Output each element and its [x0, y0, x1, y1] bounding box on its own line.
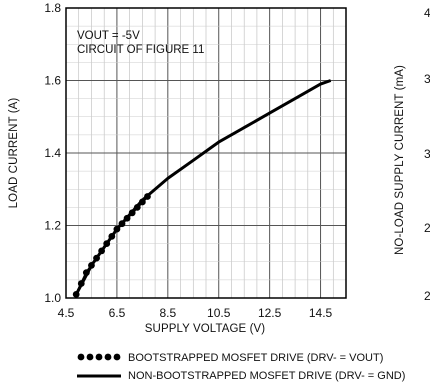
- legend-dot: [86, 353, 94, 361]
- y-tick-label: 1.0: [44, 291, 61, 305]
- right-chart-y-tick-label: 3.: [424, 72, 430, 86]
- legend-dot: [95, 353, 103, 361]
- right-chart-y-tick-label: 2: [424, 289, 430, 303]
- right-chart-y-tick-label: 2.: [424, 221, 430, 235]
- x-tick-label: 14.5: [309, 306, 333, 320]
- right-chart-tick-labels: 4. 3. 3. 2. 2: [424, 6, 430, 303]
- x-tick-label: 4.5: [58, 306, 75, 320]
- x-tick-label: 10.5: [207, 306, 231, 320]
- right-chart-y-tick-label: 3.: [424, 147, 430, 161]
- y-tick-label: 1.2: [44, 219, 61, 233]
- y-tick-label: 1.4: [44, 146, 61, 160]
- legend-solid-label: NON-BOOTSTRAPPED MOSFET DRIVE (DRV- = GN…: [128, 370, 405, 382]
- legend-dotted-label: BOOTSTRAPPED MOSFET DRIVE (DRV- = VOUT): [128, 352, 383, 364]
- plot-frame: [65, 7, 347, 299]
- grid-lines: [66, 8, 346, 298]
- y-axis-title: LOAD CURRENT (A): [8, 98, 20, 209]
- y-tick-labels: 1.0 1.2 1.4 1.6 1.8: [44, 1, 61, 305]
- legend-dotted-swatch: [77, 353, 121, 361]
- curve-annotation: VOUT = -5V CIRCUIT OF FIGURE 11: [77, 30, 204, 56]
- series-line-non-bootstrapped: [74, 79, 332, 296]
- legend-dot: [113, 353, 121, 361]
- legend: BOOTSTRAPPED MOSFET DRIVE (DRV- = VOUT) …: [77, 352, 405, 382]
- series-group: [72, 79, 332, 298]
- x-tick-label: 6.5: [109, 306, 126, 320]
- y-tick-label: 1.6: [44, 74, 61, 88]
- legend-dot: [104, 353, 112, 361]
- x-axis-title: SUPPLY VOLTAGE (V): [145, 323, 266, 335]
- x-tick-labels: 4.5 6.5 8.5 10.5 12.5 14.5: [58, 306, 333, 320]
- annotation-line-1: VOUT = -5V: [77, 30, 140, 42]
- right-chart-y-axis-title: NO-LOAD SUPPLY CURRENT (mA): [394, 65, 406, 255]
- x-tick-label: 8.5: [159, 306, 176, 320]
- right-chart-y-tick-label: 4.: [424, 6, 430, 20]
- y-tick-label: 1.8: [44, 1, 61, 15]
- legend-dot: [77, 353, 85, 361]
- annotation-line-2: CIRCUIT OF FIGURE 11: [77, 44, 204, 56]
- x-tick-label: 12.5: [258, 306, 282, 320]
